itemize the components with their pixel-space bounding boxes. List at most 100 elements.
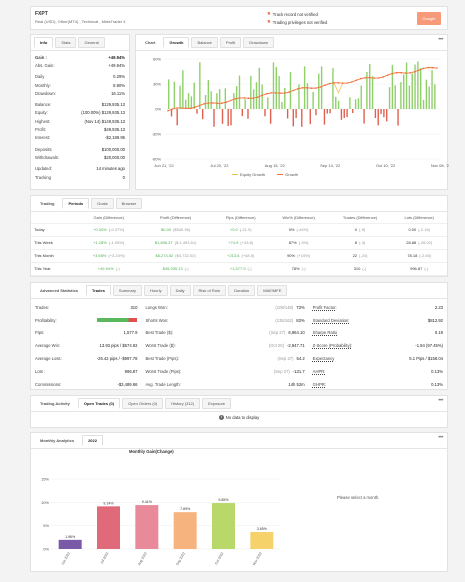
stats-row: Profitability: (31, 314, 141, 327)
growth-bar (320, 66, 323, 109)
x-tick-label: Nov 2022 (252, 551, 263, 566)
stats-value: 14h 52m (288, 381, 305, 387)
growth-bar (272, 62, 275, 109)
growth-point (386, 74, 389, 76)
growth-point (355, 79, 358, 81)
tab-stats[interactable]: Stats (55, 37, 77, 48)
info-label: Balance: (35, 102, 52, 108)
tab-open-trades[interactable]: Open Trades (0) (77, 398, 121, 409)
growth-point (212, 102, 214, 104)
info-row: Daily 0.29% (31, 73, 129, 81)
tab-exposure[interactable]: Exposure (202, 398, 232, 409)
cell-difference: (-1.05%) (108, 240, 125, 245)
table-cell: $49,935.13 (-) (138, 262, 213, 276)
table-cell: +74.9 (+43.8) (212, 236, 269, 250)
growth-bar (363, 109, 365, 124)
growth-bar (357, 98, 360, 109)
tab-summary[interactable]: Summary (112, 285, 143, 296)
tab-general[interactable]: General (78, 37, 105, 48)
tab-risk-of-ruin[interactable]: Risk of Ruin (192, 285, 227, 296)
growth-bar (184, 99, 187, 109)
info-label: Monthly: (35, 82, 51, 88)
growth-bar (238, 75, 241, 109)
info-row: Abs. Gain: +49.94% (31, 61, 129, 69)
tab-drawdown[interactable]: Drawdown (243, 37, 275, 48)
google-button[interactable]: Google (417, 12, 441, 25)
x-tick-label: Jul 2022 (99, 551, 109, 564)
table-cell: 90% (+15%) (268, 249, 329, 263)
growth-bar (168, 79, 170, 109)
tab-periods[interactable]: Periods (62, 198, 90, 209)
info-row: Interest: -$2,189.95 (31, 134, 129, 142)
tab-goals[interactable]: Goals (91, 198, 114, 209)
growth-bar (275, 66, 277, 109)
tab-open-orders[interactable]: Open Orders (0) (122, 398, 164, 409)
stats-row: Average Win: 13.93 pips / $574.92 (31, 339, 141, 352)
tab-info[interactable]: Info (34, 37, 54, 48)
table-cell: 996.87 (-) (391, 262, 447, 276)
growth-point (283, 92, 286, 94)
tab-chart[interactable]: Chart (139, 37, 162, 48)
stats-row: AHPR: 0.13% (309, 365, 447, 378)
cell-value: $5,274.52 (155, 253, 174, 258)
stats-label: Best Trade (Pips): (145, 356, 179, 362)
cell-difference: (+43.8) (240, 240, 254, 245)
tab-profit[interactable]: Profit (219, 37, 242, 48)
growth-point (256, 96, 259, 98)
tab-history[interactable]: History (312) (165, 398, 201, 409)
growth-bar (340, 109, 343, 120)
stats-value: 0.13% (431, 368, 443, 374)
growth-bar (258, 67, 261, 109)
growth-point (342, 82, 344, 84)
tab-trading-activity[interactable]: Trading Activity (34, 398, 76, 409)
tab-hourly[interactable]: Hourly (144, 285, 168, 296)
growth-chart-card: Chart Growth Balance Profit Drawdown •••… (135, 34, 449, 190)
stats-row: Profit Factor: 2.23 (309, 301, 447, 314)
tab-duration[interactable]: Duration (228, 285, 256, 296)
cell-value: This Month (34, 253, 54, 258)
stats-row: Standard Deviation: $812.92 (309, 314, 447, 327)
growth-point (279, 92, 281, 94)
tab-browser[interactable]: Browser (115, 198, 143, 209)
growth-chart: 60% 30% 0% -30% -60%Jun 21, '22 Jul 20, '22 Au… (152, 57, 449, 169)
stats-value: 6,964.10 (288, 330, 305, 336)
more-icon[interactable]: ••• (438, 435, 443, 441)
growth-bar (201, 109, 204, 120)
bar-value-label: 9.14% (103, 501, 114, 505)
more-icon[interactable]: ••• (438, 37, 443, 43)
tab-year[interactable]: 2022 (82, 435, 103, 446)
tab-daily[interactable]: Daily (169, 285, 191, 296)
growth-point (261, 94, 263, 97)
y-tick-label: 5% (43, 523, 49, 528)
y-tick-label: 0% (43, 547, 49, 552)
cell-value: 78.18 (407, 253, 418, 258)
stats-label: Z-Score (Probability): (312, 343, 353, 349)
info-label: Tracking (35, 174, 51, 180)
table-cell: 78.18 (-2.65) (391, 249, 447, 263)
more-icon[interactable]: ••• (438, 398, 443, 404)
growth-bar (332, 68, 334, 109)
cell-difference: (-9) (359, 227, 366, 232)
table-cell: $5,274.52 ($4,732.02) (138, 249, 213, 263)
cell-difference: (-3) (359, 240, 366, 245)
x-tick-label: Oct 2022 (214, 551, 224, 565)
tab-mae-mfe[interactable]: MAE/MFE (257, 285, 288, 296)
tab-advanced-statistics[interactable]: Advanced Statistics (34, 285, 85, 296)
tab-growth[interactable]: Growth (163, 37, 190, 48)
tab-trading[interactable]: Trading (34, 198, 61, 209)
header-card: FXPT Real (USD), Other(MT4) , Technical … (30, 6, 448, 30)
info-row: Highest: (Nov 14) $149,935.13 (31, 117, 129, 125)
cell-value: 22 (352, 253, 358, 258)
growth-bar (216, 93, 218, 109)
table-cell: +1.28% (-1.05%) (79, 236, 139, 250)
stats-row: GHPR: 0.13% (309, 378, 447, 391)
tab-trades[interactable]: Trades (86, 285, 111, 296)
table-cell: 0% (-44%) (268, 223, 329, 237)
stats-value: 5.1 Pips / $158.04 (409, 356, 443, 362)
tab-balance[interactable]: Balance (191, 37, 218, 48)
tab-monthly-analytics[interactable]: Monthly Analytics (34, 435, 81, 446)
stats-label: Profit Factor: (312, 304, 337, 310)
stats-value-group: 0.13% (431, 382, 443, 387)
growth-bar (360, 85, 362, 109)
info-row: Deposits: $100,000.00 (31, 145, 129, 153)
